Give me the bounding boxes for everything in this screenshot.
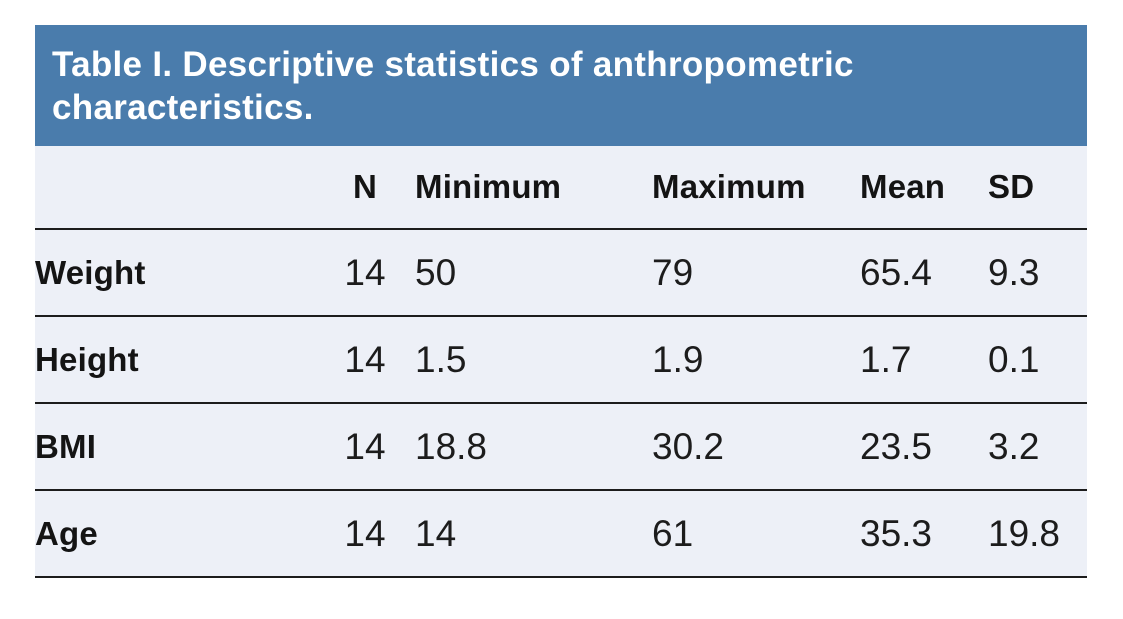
column-header-sd: SD <box>988 146 1087 230</box>
cell-mean: 35.3 <box>860 490 988 578</box>
descriptive-statistics-table: N Minimum Maximum Mean SD Weight 14 50 7… <box>35 146 1087 578</box>
table-row-age: Age 14 14 61 35.3 19.8 <box>35 490 1087 578</box>
cell-minimum: 18.8 <box>415 403 652 491</box>
row-label: Height <box>35 316 315 404</box>
cell-maximum: 1.9 <box>652 316 860 404</box>
column-header-maximum: Maximum <box>652 146 860 230</box>
cell-mean: 1.7 <box>860 316 988 404</box>
cell-minimum: 1.5 <box>415 316 652 404</box>
table-row-height: Height 14 1.5 1.9 1.7 0.1 <box>35 316 1087 404</box>
row-label: Weight <box>35 229 315 317</box>
cell-n: 14 <box>315 490 415 578</box>
cell-maximum: 30.2 <box>652 403 860 491</box>
row-label: BMI <box>35 403 315 491</box>
cell-mean: 65.4 <box>860 229 988 317</box>
cell-maximum: 79 <box>652 229 860 317</box>
cell-minimum: 50 <box>415 229 652 317</box>
table-title-banner: Table I. Descriptive statistics of anthr… <box>35 25 1087 146</box>
cell-n: 14 <box>315 316 415 404</box>
column-header-n: N <box>315 146 415 230</box>
column-header-blank <box>35 146 315 230</box>
cell-n: 14 <box>315 229 415 317</box>
statistics-table-figure: Table I. Descriptive statistics of anthr… <box>35 25 1087 578</box>
cell-mean: 23.5 <box>860 403 988 491</box>
column-header-minimum: Minimum <box>415 146 652 230</box>
table-row-weight: Weight 14 50 79 65.4 9.3 <box>35 229 1087 317</box>
table-row-bmi: BMI 14 18.8 30.2 23.5 3.2 <box>35 403 1087 491</box>
cell-sd: 9.3 <box>988 229 1087 317</box>
column-header-mean: Mean <box>860 146 988 230</box>
table-title: Table I. Descriptive statistics of anthr… <box>52 44 854 127</box>
header-row: N Minimum Maximum Mean SD <box>35 146 1087 230</box>
cell-n: 14 <box>315 403 415 491</box>
row-label: Age <box>35 490 315 578</box>
cell-sd: 0.1 <box>988 316 1087 404</box>
cell-sd: 19.8 <box>988 490 1087 578</box>
cell-minimum: 14 <box>415 490 652 578</box>
cell-sd: 3.2 <box>988 403 1087 491</box>
cell-maximum: 61 <box>652 490 860 578</box>
